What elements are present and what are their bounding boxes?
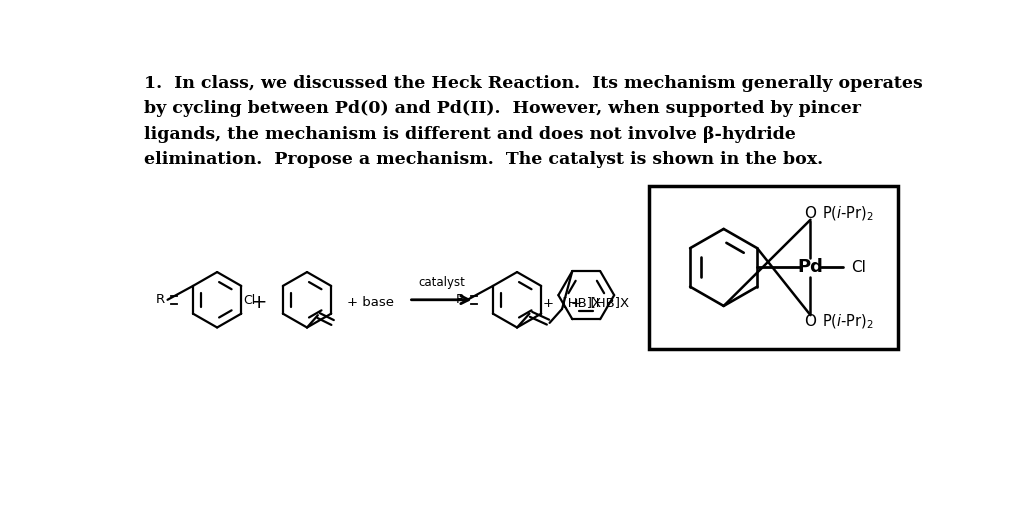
Text: R: R (456, 293, 465, 306)
Text: Cl: Cl (244, 295, 256, 307)
Text: O: O (805, 206, 816, 221)
Text: catalyst: catalyst (418, 276, 465, 289)
Text: ligands, the mechanism is different and does not involve β-hydride: ligands, the mechanism is different and … (143, 126, 796, 143)
Text: Cl: Cl (851, 260, 865, 275)
Text: by cycling between Pd(0) and Pd(II).  However, when supported by pincer: by cycling between Pd(0) and Pd(II). How… (143, 100, 860, 118)
Text: P($\it{i}$-Pr)$_2$: P($\it{i}$-Pr)$_2$ (822, 205, 874, 223)
Text: Pd: Pd (798, 259, 823, 276)
Text: R: R (156, 293, 165, 306)
Bar (649, 186, 898, 349)
Text: + base: + base (346, 296, 393, 308)
Text: +  [HB]X: + [HB]X (571, 296, 630, 308)
Text: 1.  In class, we discussed the Heck Reaction.  Its mechanism generally operates: 1. In class, we discussed the Heck React… (143, 75, 923, 92)
Text: +  [HB]X: + [HB]X (543, 296, 601, 308)
Text: elimination.  Propose a mechanism.  The catalyst is shown in the box.: elimination. Propose a mechanism. The ca… (143, 151, 822, 168)
Text: O: O (805, 314, 816, 329)
Text: P($\it{i}$-Pr)$_2$: P($\it{i}$-Pr)$_2$ (822, 312, 874, 330)
Text: +: + (251, 293, 267, 312)
